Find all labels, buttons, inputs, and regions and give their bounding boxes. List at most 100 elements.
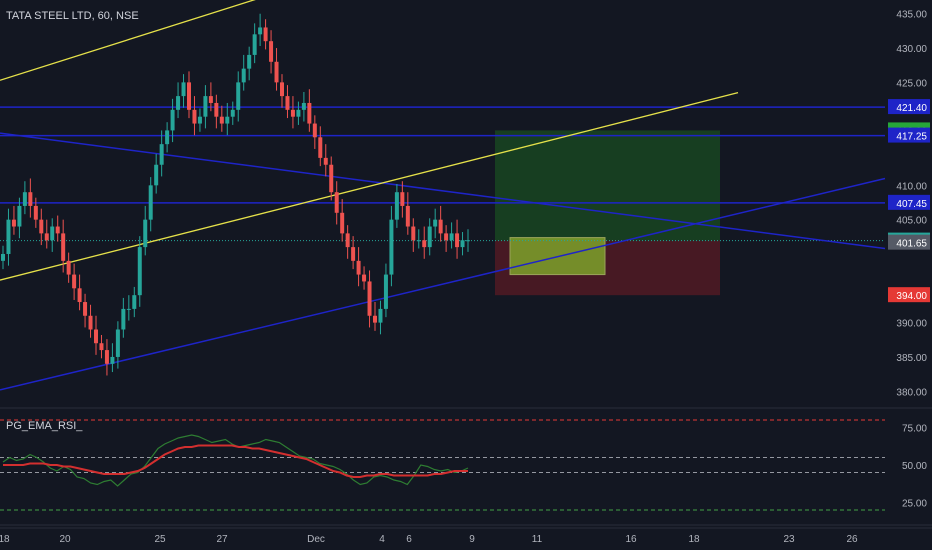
- indicator-title: PG_EMA_RSI_: [6, 420, 83, 432]
- candle-body: [323, 157, 328, 165]
- candle-body: [208, 96, 213, 103]
- time-tick-label: Dec: [307, 534, 325, 545]
- price-label-box: [888, 287, 930, 303]
- candle-body: [258, 27, 263, 35]
- candle-body: [285, 96, 290, 110]
- candle-body: [280, 82, 284, 97]
- candle-body: [263, 27, 268, 42]
- candle-body: [110, 356, 115, 364]
- candle-body: [33, 205, 38, 220]
- candle-body: [99, 343, 104, 351]
- candle-body: [394, 192, 399, 220]
- candle-body: [455, 233, 460, 248]
- rsi-line: [2, 434, 469, 487]
- price-tick-label: 385.00: [896, 353, 927, 364]
- price-label: 421.40: [896, 103, 927, 114]
- price-label: 394.00: [896, 291, 927, 302]
- time-tick-label: 27: [216, 534, 228, 545]
- candle-body: [1, 253, 5, 261]
- price-tick-label: 410.00: [896, 181, 927, 192]
- candles: [1, 13, 470, 376]
- candle-body: [345, 233, 350, 248]
- candle-body: [269, 41, 274, 62]
- candle-body: [301, 102, 306, 110]
- price-label-box: [888, 234, 930, 250]
- candle-body: [373, 315, 377, 323]
- candle-body: [165, 130, 170, 145]
- candle-body: [307, 102, 312, 124]
- candle-body: [28, 192, 33, 206]
- time-tick-label: 23: [783, 534, 795, 545]
- candle-body: [181, 82, 186, 97]
- candle-body: [50, 226, 55, 241]
- indicator-tick-label: 50.00: [902, 461, 927, 472]
- channel-lower-line: [0, 92, 739, 281]
- candle-body: [438, 219, 443, 234]
- candle-body: [121, 308, 126, 330]
- candle-body: [236, 82, 241, 110]
- candle-body: [329, 164, 334, 193]
- candle-body: [187, 82, 191, 110]
- price-label-box: [888, 127, 930, 143]
- price-axis: 75.00 50.00 25.00 435.00 430.00 425.00 410.00 4…: [0, 10, 932, 545]
- candle-body: [340, 212, 345, 234]
- candle-body: [197, 116, 202, 124]
- channel-upper-line: [0, 0, 256, 81]
- candle-body: [400, 192, 405, 206]
- candle-body: [290, 109, 295, 117]
- entry-box: [509, 237, 606, 276]
- candle-body: [44, 233, 49, 241]
- candle-body: [6, 219, 11, 254]
- candle-body: [11, 219, 16, 227]
- candle-body: [88, 315, 93, 330]
- time-tick-label: 25: [154, 534, 166, 545]
- candle-body: [312, 123, 317, 138]
- candle-body: [219, 116, 224, 124]
- candle-body: [230, 109, 235, 117]
- candle-body: [225, 116, 230, 124]
- candle-body: [66, 260, 71, 275]
- candle-body: [334, 192, 339, 213]
- candle-body: [444, 233, 449, 241]
- price-label: 401.65: [896, 239, 927, 250]
- candle-body: [72, 274, 77, 289]
- candle-body: [17, 205, 22, 227]
- candle-body: [55, 226, 60, 234]
- time-tick-label: 11: [532, 534, 543, 545]
- candle-body: [143, 219, 148, 248]
- candle-body: [362, 274, 367, 282]
- candle-body: [466, 240, 470, 242]
- candle-body: [427, 226, 432, 248]
- price-label-box: [888, 99, 930, 115]
- candle-body: [126, 308, 131, 310]
- candle-body: [274, 61, 279, 83]
- descending-trendline: [0, 132, 886, 250]
- candle-body: [241, 68, 246, 83]
- candle-body: [148, 185, 153, 220]
- time-tick-label: 18: [688, 534, 700, 545]
- indicator-panel: [0, 407, 932, 526]
- time-tick-label: 20: [59, 534, 71, 545]
- indicator-tick-label: 75.00: [902, 424, 927, 435]
- candle-body: [433, 219, 438, 227]
- price-tick-label: 435.00: [896, 10, 927, 21]
- time-tick-label: 26: [846, 534, 858, 545]
- candle-body: [159, 144, 164, 165]
- time-tick-label: 4: [379, 534, 385, 545]
- candle-body: [449, 233, 454, 241]
- candle-body: [214, 102, 219, 117]
- candle-body: [356, 260, 361, 275]
- price-label: 407.45: [896, 199, 927, 210]
- candle-body: [389, 219, 394, 275]
- candle-body: [137, 247, 142, 296]
- candle-body: [252, 34, 257, 55]
- candle-body: [176, 96, 181, 110]
- time-tick-label: 16: [625, 534, 637, 545]
- time-tick-label: 9: [469, 534, 475, 545]
- indicator-tick-label: 25.00: [902, 499, 927, 510]
- candle-body: [318, 137, 323, 158]
- profit-zone: [495, 130, 720, 241]
- candle-body: [296, 109, 301, 117]
- trend-lines: [0, 0, 886, 391]
